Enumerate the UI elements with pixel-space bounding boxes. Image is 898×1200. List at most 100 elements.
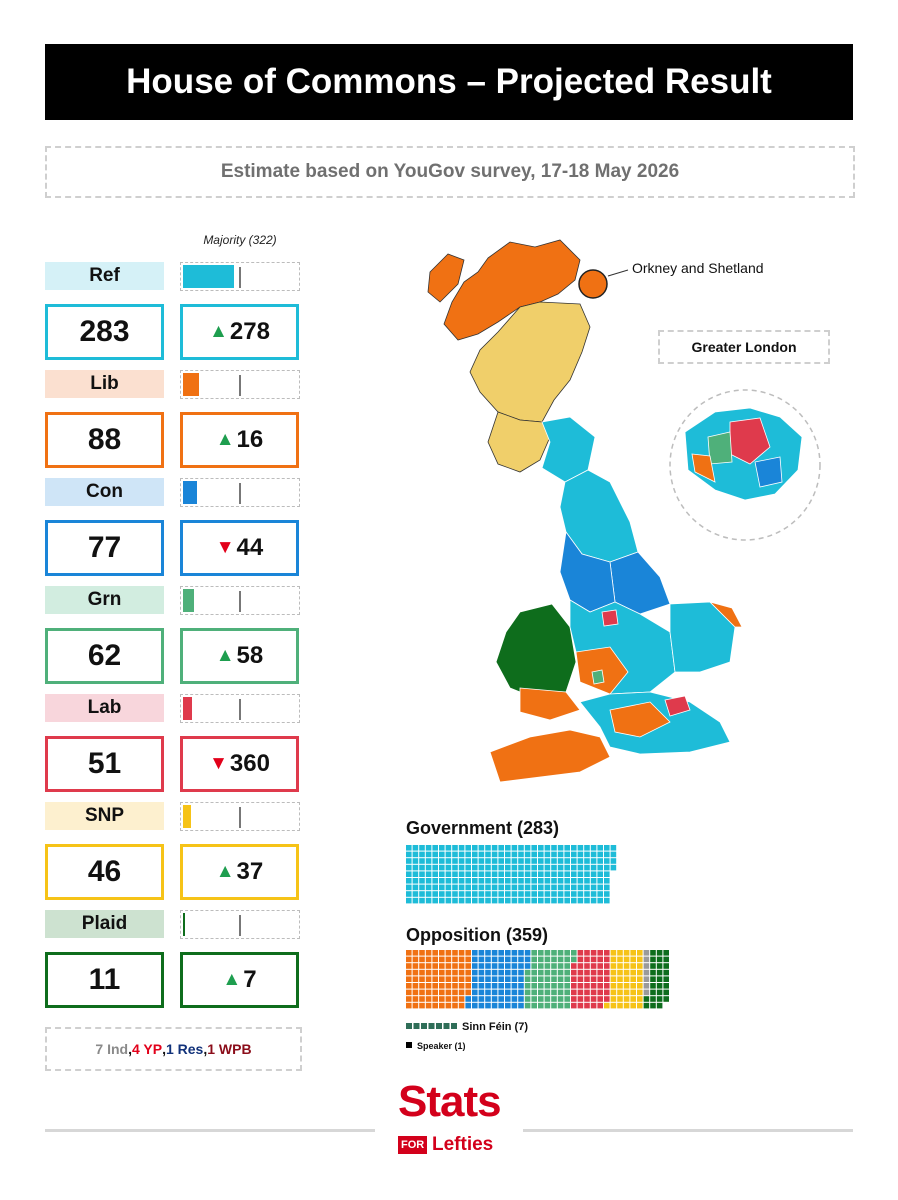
gov-seat-ref: [557, 891, 564, 897]
opp-seat-con: [511, 950, 518, 956]
opp-seat-snp: [617, 983, 623, 989]
gov-seat-ref: [419, 851, 425, 858]
opp-seat-snp: [623, 996, 630, 1002]
majority-tick: [239, 483, 241, 504]
gov-seat-ref: [498, 884, 504, 891]
gov-seat-ref: [564, 897, 570, 904]
gov-seat-ref: [511, 878, 518, 884]
gov-seat-ref: [432, 891, 438, 897]
map-region-wales: [495, 603, 577, 701]
seat-change-value: 7: [243, 966, 257, 993]
majority-bar-fill: [183, 697, 192, 720]
gov-seat-ref: [498, 864, 504, 871]
opp-seat-con: [478, 963, 485, 969]
london-inset-green: [707, 431, 733, 465]
opp-seat-lib: [412, 996, 419, 1002]
gov-seat-ref: [557, 884, 564, 891]
opp-seat-con: [498, 969, 504, 976]
speaker-label: Speaker (1): [417, 1041, 466, 1051]
opp-seat-plaid: [650, 1002, 656, 1009]
opp-seat-con: [518, 969, 524, 976]
gov-seat-ref: [445, 851, 452, 858]
gov-seat-ref: [551, 878, 557, 884]
gov-seat-ref: [478, 884, 485, 891]
gov-seat-ref: [505, 884, 511, 891]
gov-seat-ref: [511, 897, 518, 904]
opp-seat-con: [472, 950, 478, 956]
gov-seat-ref: [538, 845, 544, 851]
gov-seat-ref: [597, 864, 603, 871]
opp-seat-grn: [544, 1002, 551, 1009]
gov-seat-ref: [551, 897, 557, 904]
opp-seat-lib: [406, 950, 412, 956]
opp-seat-snp: [617, 976, 623, 982]
down-arrow-icon: ▼: [215, 537, 235, 558]
opp-seat-lib: [458, 983, 465, 989]
map-region-norfolk-coast: [708, 601, 743, 628]
gov-seat-ref: [485, 851, 491, 858]
opp-seat-snp: [623, 950, 630, 956]
gov-seat-ref: [538, 858, 544, 864]
gov-seat-ref: [564, 878, 570, 884]
government-title: Government (283): [406, 818, 560, 838]
opp-seat-grn: [557, 963, 564, 969]
opp-seat-con: [511, 963, 518, 969]
gov-seat-ref: [538, 864, 544, 871]
opp-seat-ind: [643, 969, 650, 976]
gov-seat-ref: [452, 845, 458, 851]
party-name: Lib: [45, 370, 164, 398]
opp-seat-lab: [571, 963, 577, 969]
opp-seat-ind: [643, 963, 650, 969]
others-wpb: 1 WPB: [207, 1041, 252, 1057]
opp-seat-ind: [643, 989, 650, 996]
gov-seat-ref: [465, 851, 471, 858]
opp-seat-others: [663, 950, 669, 956]
gov-seat-ref: [498, 851, 504, 858]
opp-seat-lab: [597, 983, 603, 989]
majority-tick: [239, 807, 241, 828]
opp-seat-con: [498, 1002, 504, 1009]
gov-seat-ref: [610, 851, 617, 858]
opp-seat-lab: [584, 996, 590, 1002]
gov-seat-ref: [524, 871, 531, 877]
opp-seat-ind: [643, 976, 650, 982]
gov-seat-ref: [472, 897, 478, 904]
party-name: Plaid: [45, 910, 164, 938]
gov-seat-ref: [571, 851, 577, 858]
opp-seat-lib: [425, 983, 432, 989]
opp-seat-lab: [571, 996, 577, 1002]
logo-stats: Stats: [398, 1077, 502, 1126]
gov-seat-ref: [551, 864, 557, 871]
opp-seat-grn: [557, 976, 564, 982]
gov-seat-ref: [485, 845, 491, 851]
opp-seat-grn: [538, 963, 544, 969]
opp-seat-snp: [637, 996, 643, 1002]
gov-seat-ref: [419, 858, 425, 864]
opp-seat-lab: [604, 989, 610, 996]
opp-seat-lib: [452, 1002, 458, 1009]
gov-seat-ref: [571, 864, 577, 871]
opp-seat-grn: [524, 989, 531, 996]
gov-seat-ref: [531, 864, 537, 871]
opp-seat-grn: [531, 963, 537, 969]
opp-seat-con: [485, 1002, 491, 1009]
gov-seat-ref: [412, 884, 419, 891]
gov-seat-ref: [544, 897, 551, 904]
majority-bar: [180, 694, 300, 723]
gov-seat-ref: [406, 871, 412, 877]
opp-seat-lab: [604, 976, 610, 982]
opp-seat-con: [478, 950, 485, 956]
opp-seat-lab: [571, 1002, 577, 1009]
orkney-leader-line: [607, 269, 629, 277]
opp-seat-lib: [445, 969, 452, 976]
opp-seat-snp: [623, 983, 630, 989]
opp-seat-others: [663, 969, 669, 976]
speaker-mark: [406, 1042, 412, 1048]
opp-seat-lib: [419, 956, 425, 963]
opp-seat-lib: [419, 976, 425, 982]
gov-seat-ref: [452, 851, 458, 858]
opp-seat-snp: [610, 983, 617, 989]
sinn-fein-seat: [436, 1023, 442, 1029]
opp-seat-con: [472, 983, 478, 989]
gov-seat-ref: [584, 845, 590, 851]
